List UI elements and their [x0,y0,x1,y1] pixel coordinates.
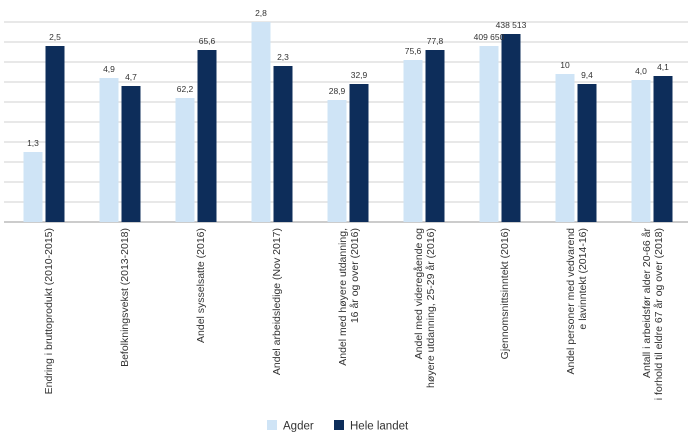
data-label: 10 [560,60,570,70]
category-label: Andel sysselsatte (2016) [195,228,207,343]
data-label: 438 513 [496,20,527,30]
data-label: 32,9 [351,70,368,80]
data-label: 2,3 [277,52,289,62]
category-label: Andel personer med vedvarende lavinntekt… [565,228,589,375]
bar-agder [327,100,347,222]
category-label: Gjennomsnittsinntekt (2016) [499,228,511,359]
bar-agder [631,80,651,222]
bar-hele-landet [45,46,65,222]
bar-hele-landet [121,86,141,222]
data-label: 28,9 [329,86,346,96]
legend: Agder Hele landet [267,420,409,433]
data-label: 409 650 [474,32,505,42]
bar-hele-landet [349,84,369,222]
bar-hele-landet [273,66,293,222]
data-label: 2,5 [49,32,61,42]
bars [23,22,673,222]
bar-hele-landet [577,84,597,222]
data-label: 4,9 [103,64,115,74]
data-label: 2,8 [255,8,267,18]
data-label: 1,3 [27,138,39,148]
bar-hele-landet [501,34,521,222]
bar-hele-landet [425,50,445,222]
category-label: Antall i arbeidsfør alder 20-66 åri forh… [641,228,665,401]
bar-agder [99,78,119,222]
legend-swatch-hele-landet [334,420,344,430]
bar-agder [555,74,575,222]
category-labels: Endring i bruttoprodukt (2010-2015) Befol… [43,228,665,401]
data-labels: 1,3 2,5 4,9 4,7 62,2 65,6 2,8 2,3 28,9 32,9 75,6 77… [27,8,669,148]
category-label: Endring i bruttoprodukt (2010-2015) [43,228,55,394]
data-label: 4,7 [125,72,137,82]
bar-agder [175,98,195,222]
category-label: Andel med videregående oghøyere utdannin… [413,228,437,388]
data-label: 62,2 [177,84,194,94]
category-label: Befolkningsvekst (2013-2018) [119,228,131,367]
legend-label-hele-landet: Hele landet [350,421,409,433]
category-label: Andel med høyere utdanning,16 år og over… [337,228,361,366]
bar-agder [23,152,43,222]
data-label: 4,1 [657,62,669,72]
legend-swatch-agder [267,420,277,430]
data-label: 65,6 [199,36,216,46]
legend-label-agder: Agder [283,421,314,433]
data-label: 9,4 [581,70,593,80]
bar-hele-landet [197,50,217,222]
data-label: 77,8 [427,36,444,46]
bar-agder [403,60,423,222]
bar-agder [479,46,499,222]
data-label: 4,0 [635,66,647,76]
bar-hele-landet [653,76,673,222]
data-label: 75,6 [405,46,422,56]
bar-agder [251,22,271,222]
category-label: Andel arbeidsledige (Nov 2017) [271,228,283,375]
